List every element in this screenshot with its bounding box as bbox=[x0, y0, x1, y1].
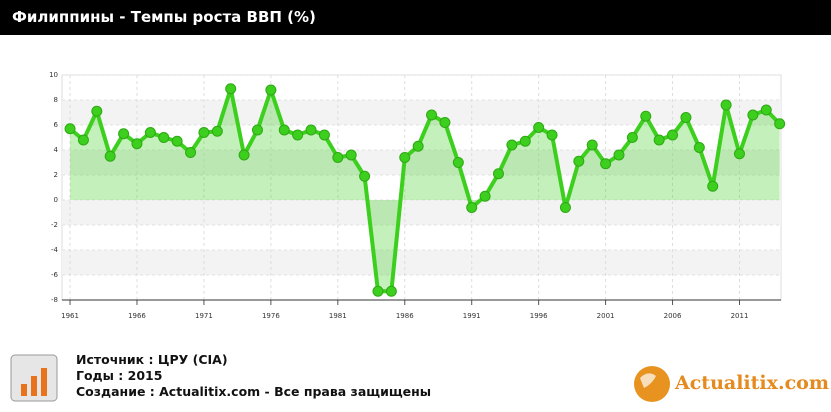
x-tick-label: 2001 bbox=[597, 312, 615, 320]
x-tick-label: 1971 bbox=[195, 312, 213, 320]
y-tick-label: 4 bbox=[54, 146, 59, 154]
point bbox=[626, 132, 638, 143]
point bbox=[251, 124, 263, 136]
y-tick-label: -2 bbox=[51, 221, 58, 229]
chart: -8 -6 -4 -2 0 2 4 6 8 10 1961 1966 1971 1976 1981 1986 1… bbox=[49, 71, 786, 320]
point bbox=[64, 123, 76, 135]
logo-globe bbox=[634, 366, 670, 402]
y-tick-label: -4 bbox=[51, 246, 59, 254]
point bbox=[479, 190, 491, 202]
point bbox=[747, 109, 759, 121]
grid-band bbox=[62, 150, 781, 175]
point bbox=[774, 118, 786, 130]
point bbox=[573, 155, 585, 167]
y-tick-label: 6 bbox=[54, 121, 59, 129]
point bbox=[278, 124, 290, 136]
y-tick-label: 8 bbox=[54, 96, 58, 104]
point bbox=[546, 129, 558, 141]
point bbox=[104, 150, 116, 162]
point bbox=[412, 140, 424, 152]
point bbox=[77, 134, 89, 146]
point bbox=[693, 142, 705, 153]
chart-icon bbox=[10, 354, 58, 402]
point bbox=[559, 202, 571, 213]
grid-band bbox=[62, 200, 781, 225]
chart-title: Филиппины - Темпы роста ВВП (%) bbox=[12, 8, 316, 26]
point bbox=[640, 110, 652, 122]
point bbox=[359, 170, 371, 182]
point bbox=[332, 152, 344, 163]
logo: Actualitix.com bbox=[675, 372, 829, 394]
x-tick-label: 1981 bbox=[329, 312, 347, 320]
point bbox=[144, 127, 156, 138]
point bbox=[345, 149, 357, 161]
point bbox=[452, 157, 464, 168]
point bbox=[211, 125, 223, 137]
point bbox=[131, 138, 143, 150]
x-tick-label: 1961 bbox=[61, 312, 79, 320]
point bbox=[265, 84, 277, 96]
point bbox=[600, 158, 612, 170]
y-tick-label: 0 bbox=[54, 196, 58, 204]
point bbox=[519, 135, 531, 147]
point bbox=[720, 99, 732, 111]
grid-band bbox=[62, 100, 781, 125]
point bbox=[118, 128, 130, 140]
point bbox=[707, 180, 719, 192]
point bbox=[185, 147, 197, 158]
x-tick-label: 1991 bbox=[463, 312, 481, 320]
point bbox=[533, 122, 545, 133]
x-tick-label: 1986 bbox=[396, 312, 414, 320]
created: Создание : Actualitix.com - Все права за… bbox=[76, 384, 432, 399]
point bbox=[506, 139, 518, 151]
point bbox=[653, 134, 665, 146]
point bbox=[667, 129, 679, 141]
point bbox=[680, 112, 692, 123]
point bbox=[439, 117, 451, 128]
y-tick-label: 2 bbox=[54, 171, 58, 179]
point bbox=[318, 129, 330, 141]
x-tick-label: 2006 bbox=[664, 312, 682, 320]
point bbox=[198, 127, 210, 138]
point bbox=[238, 149, 250, 161]
point bbox=[586, 139, 598, 151]
point bbox=[385, 285, 397, 297]
grid-band bbox=[62, 250, 781, 275]
y-tick-label: -8 bbox=[51, 296, 58, 304]
x-tick-label: 2011 bbox=[731, 312, 749, 320]
point bbox=[158, 132, 170, 143]
point bbox=[466, 202, 478, 213]
point bbox=[733, 148, 745, 160]
x-tick-label: 1996 bbox=[530, 312, 548, 320]
y-tick-label: 10 bbox=[49, 71, 58, 79]
x-tick-label: 1976 bbox=[262, 312, 280, 320]
footer: Источник : ЦРУ (CIA) Годы : 2015 Создани… bbox=[76, 352, 431, 400]
point bbox=[171, 135, 183, 147]
years: Годы : 2015 bbox=[76, 368, 163, 383]
point bbox=[292, 129, 304, 141]
point bbox=[426, 109, 438, 121]
point bbox=[760, 104, 772, 116]
header: Филиппины - Темпы роста ВВП (%) bbox=[0, 0, 831, 35]
source: Источник : ЦРУ (CIA) bbox=[76, 352, 228, 367]
area bbox=[70, 88, 780, 292]
x-tick-label: 1966 bbox=[128, 312, 146, 320]
point bbox=[91, 105, 103, 117]
point bbox=[613, 149, 625, 161]
point bbox=[225, 83, 237, 95]
point bbox=[305, 124, 317, 136]
point bbox=[492, 168, 504, 180]
point bbox=[372, 285, 384, 297]
point bbox=[399, 152, 411, 163]
y-tick-label: -6 bbox=[51, 271, 59, 279]
